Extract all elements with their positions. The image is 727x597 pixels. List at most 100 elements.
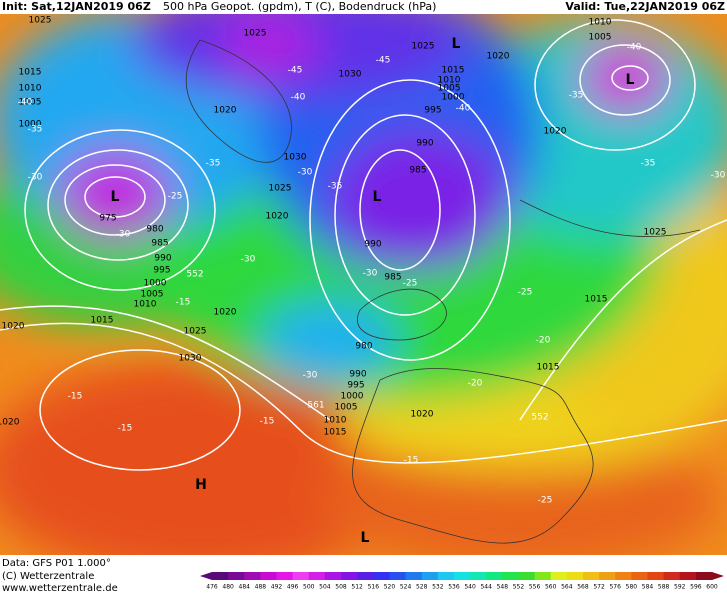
colorbar-label: 544 [480, 584, 492, 591]
data-source: Data: GFS P01 1.000° [2, 558, 111, 569]
colorbar-end [712, 572, 724, 580]
colorbar-label: 504 [319, 584, 331, 591]
colorbar-swatch [470, 572, 487, 580]
colorbar-swatch [486, 572, 503, 580]
colorbar-label: 484 [239, 584, 251, 591]
colorbar-swatch [357, 572, 374, 580]
temperature-label: -35 [206, 159, 221, 169]
colorbar-label: 488 [255, 584, 267, 591]
colorbar-swatch [276, 572, 294, 580]
temperature-label: -45 [288, 66, 303, 76]
map-title: 500 hPa Geopot. (gpdm), T (C), Bodendruc… [163, 0, 436, 13]
colorbar-label: 552 [513, 584, 525, 591]
isobar-label: 1010 [134, 300, 157, 310]
pressure-center: L [111, 189, 120, 205]
colorbar-swatch [405, 572, 423, 580]
isobar-label: 1020 [214, 308, 237, 318]
temperature-label: -25 [168, 192, 183, 202]
isobar-label: 1010 [324, 416, 347, 426]
isobar-label: 1025 [184, 327, 207, 337]
pressure-center: H [195, 477, 207, 493]
colorbar-swatch [260, 572, 278, 580]
temperature-label: -40 [456, 104, 471, 114]
temperature-label: -45 [376, 56, 391, 66]
isobar-label: 1015 [537, 363, 560, 373]
temperature-label: 561 [307, 401, 324, 411]
isobar-label: 1020 [487, 52, 510, 62]
isobar-label: 1025 [244, 29, 267, 39]
colorbar-label: 532 [432, 584, 444, 591]
colorbar-swatch [663, 572, 681, 580]
temperature-label: -30 [116, 230, 131, 240]
colorbar-label: 556 [529, 584, 541, 591]
temperature-label: -35 [569, 91, 584, 101]
temperature-label: -25 [518, 288, 533, 298]
isobar-label: 985 [151, 239, 168, 249]
colorbar-swatch [228, 572, 245, 580]
colorbar-label: 524 [400, 584, 412, 591]
isobar-label: 1030 [179, 354, 202, 364]
temperature-label: -30 [241, 255, 256, 265]
pressure-center: L [626, 72, 635, 88]
isobar-label: 1015 [442, 66, 465, 76]
temperature-label: -40 [627, 43, 642, 53]
colorbar-swatch [615, 572, 632, 580]
colorbar-swatch [599, 572, 616, 580]
isobar-label: 1000 [442, 93, 465, 103]
isobar-label: 1005 [19, 98, 42, 108]
temperature-label: -35 [328, 182, 343, 192]
temperature-label: -30 [298, 168, 313, 178]
temperature-label: -15 [68, 392, 83, 402]
isobar-label: 1000 [341, 392, 364, 402]
colorbar-label: 596 [690, 584, 702, 591]
colorbar-label: 500 [303, 584, 315, 591]
isobar-label: 1010 [19, 84, 42, 94]
isobar-label: 1000 [19, 120, 42, 130]
colorbar-label: 576 [609, 584, 621, 591]
temperature-label: -35 [28, 125, 43, 135]
isobar-label: 1015 [91, 316, 114, 326]
isobar-label: 980 [355, 342, 372, 352]
isobar-label: 990 [154, 254, 171, 264]
colorbar-label: 476 [206, 584, 218, 591]
colorbar-label: 512 [351, 584, 363, 591]
colorbar-label: 584 [642, 584, 654, 591]
isobar-label: 1010 [589, 18, 612, 28]
isobar-label: 1005 [335, 403, 358, 413]
map-field [0, 14, 727, 555]
colorbar-label: 516 [368, 584, 380, 591]
isobar-label: 1005 [141, 290, 164, 300]
pressure-center: L [452, 36, 461, 52]
colorbar-label: 572 [593, 584, 605, 591]
copyright: (C) Wetterzentrale [2, 571, 94, 582]
colorbar-swatch [679, 572, 697, 580]
temperature-label: -40 [18, 98, 33, 108]
colorbar-label: 580 [626, 584, 638, 591]
isobar-label: 1005 [589, 33, 612, 43]
temperature-label: -25 [403, 279, 418, 289]
colorbar-label: 548 [497, 584, 509, 591]
temperature-label: -15 [260, 417, 275, 427]
colorbar-swatch [631, 572, 648, 580]
colorbar-swatch [647, 572, 665, 580]
isobar-label: 995 [153, 266, 170, 276]
colorbar-swatch [453, 572, 471, 580]
colorbar-end [200, 572, 212, 580]
isobar-label: 1025 [412, 42, 435, 52]
isobar-label: 1015 [585, 295, 608, 305]
isobar-label: 1025 [29, 16, 52, 26]
colorbar-swatch [566, 572, 584, 580]
isobar-label: 1020 [2, 322, 25, 332]
isobar-label: 980 [146, 225, 163, 235]
colorbar-label: 528 [416, 584, 428, 591]
temperature-label: -20 [536, 336, 551, 346]
temperature-label: 552 [531, 413, 548, 423]
colorbar-label: 564 [561, 584, 573, 591]
isobar-label: 1010 [438, 76, 461, 86]
colorbar-swatch [695, 572, 713, 580]
colorbar-swatch [421, 572, 439, 580]
colorbar-swatch [373, 572, 390, 580]
isobar-label: 1020 [544, 127, 567, 137]
temperature-label: -30 [28, 173, 43, 183]
